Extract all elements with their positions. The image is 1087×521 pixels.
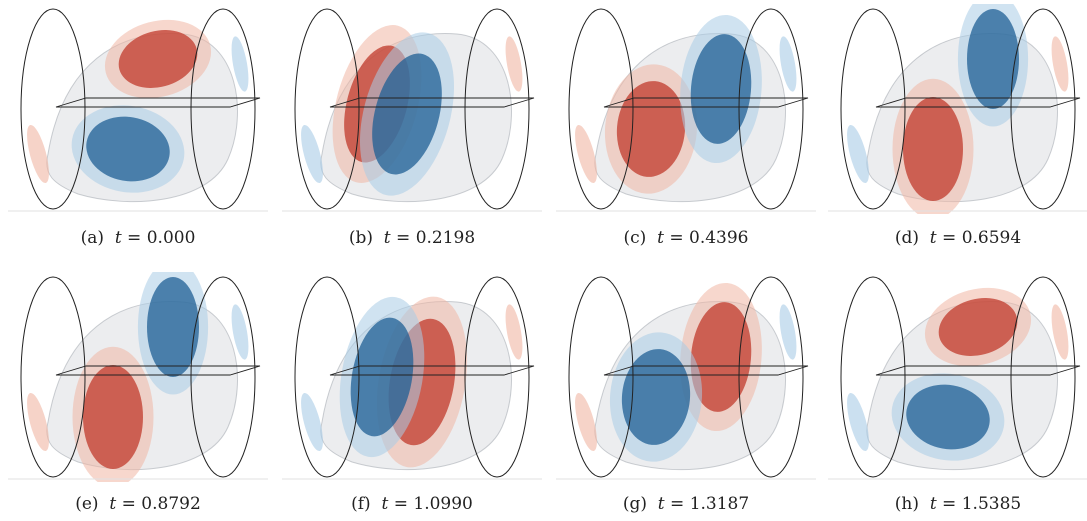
midplane xyxy=(603,365,809,376)
panel-e xyxy=(8,272,268,482)
vortex-tail xyxy=(1051,36,1069,92)
cylinder-end-right xyxy=(190,8,256,210)
positive-isosurface-core xyxy=(938,298,1018,356)
caption-label: (a) xyxy=(80,228,104,248)
panel-g xyxy=(556,272,816,482)
negative-isosurface-core xyxy=(967,9,1019,109)
cylinder-end-left xyxy=(840,8,906,210)
caption-label: (f) xyxy=(351,494,371,514)
vortex-tail xyxy=(27,392,49,452)
vortex-tail xyxy=(301,124,323,184)
midplane xyxy=(55,365,261,376)
vortex-tail xyxy=(575,124,597,184)
vortex-tail xyxy=(575,392,597,452)
caption-c: (c) t = 0.4396 xyxy=(623,228,749,248)
caption-variable: t xyxy=(657,494,665,514)
negative-isosurface-core xyxy=(372,53,442,175)
caption-value: 0.4396 xyxy=(689,228,749,248)
vortex-tail xyxy=(779,304,797,360)
caption-variable: t xyxy=(929,228,937,248)
panel-a xyxy=(8,4,268,214)
cylinder-end-left xyxy=(568,8,634,210)
caption-value: 1.0990 xyxy=(413,494,473,514)
vortex-tail xyxy=(847,124,869,184)
caption-h: (h) t = 1.5385 xyxy=(894,494,1022,514)
positive-isosurface-core xyxy=(903,97,963,201)
cylinder-end-left xyxy=(294,8,360,210)
caption-variable: t xyxy=(114,228,122,248)
vortex-tail xyxy=(231,304,249,360)
negative-isosurface-core xyxy=(147,277,199,377)
cylinder-end-right xyxy=(738,276,804,478)
negative-isosurface-core xyxy=(690,34,752,144)
caption-value: 1.3187 xyxy=(689,494,750,514)
cylinder-end-left xyxy=(568,276,634,478)
caption-value: 0.000 xyxy=(146,228,196,248)
caption-value: 0.8792 xyxy=(141,494,201,514)
panel-h xyxy=(828,272,1087,482)
caption-value: 0.6594 xyxy=(961,228,1022,248)
vortex-tail xyxy=(301,392,323,452)
negative-isosurface-core xyxy=(350,317,414,437)
caption-e: (e) t = 0.8792 xyxy=(75,494,201,514)
caption-variable: t xyxy=(383,228,391,248)
caption-variable: t xyxy=(381,494,389,514)
negative-isosurface-core xyxy=(86,116,170,182)
positive-isosurface-core xyxy=(118,30,198,88)
caption-variable: t xyxy=(929,494,937,514)
midplane xyxy=(55,97,261,108)
cylinder-end-left xyxy=(840,276,906,478)
cylinder-end-left xyxy=(20,276,86,478)
vortex-tail xyxy=(847,392,869,452)
midplane xyxy=(329,97,535,108)
cylinder-end-right xyxy=(464,276,530,478)
midplane xyxy=(875,365,1081,376)
cylinder-end-right xyxy=(190,276,256,478)
caption-f: (f) t = 1.0990 xyxy=(351,494,473,514)
caption-label: (c) xyxy=(623,228,647,248)
vortex-tail xyxy=(505,36,523,92)
cylinder-end-right xyxy=(1010,276,1076,478)
vortex-tail xyxy=(779,36,797,92)
panel-b xyxy=(282,4,542,214)
positive-isosurface-core xyxy=(83,365,143,469)
midplane xyxy=(329,365,535,376)
caption-label: (g) xyxy=(622,494,647,514)
cylinder-end-right xyxy=(738,8,804,210)
negative-isosurface-core xyxy=(906,384,990,450)
positive-isosurface-core xyxy=(690,302,752,412)
caption-value: 1.5385 xyxy=(961,494,1022,514)
caption-d: (d) t = 0.6594 xyxy=(894,228,1022,248)
caption-variable: t xyxy=(109,494,117,514)
vortex-tail xyxy=(1051,304,1069,360)
caption-label: (d) xyxy=(894,228,919,248)
caption-label: (e) xyxy=(75,494,99,514)
caption-a: (a) t = 0.000 xyxy=(80,228,196,248)
caption-value: 0.2198 xyxy=(415,228,476,248)
cylinder-end-left xyxy=(20,8,86,210)
panel-c xyxy=(556,4,816,214)
midplane xyxy=(875,97,1081,108)
panel-d xyxy=(828,4,1087,214)
caption-label: (b) xyxy=(348,228,373,248)
cylinder-end-right xyxy=(464,8,530,210)
panel-f xyxy=(282,272,542,482)
vortex-tail xyxy=(231,36,249,92)
vortex-tail xyxy=(505,304,523,360)
midplane xyxy=(603,97,809,108)
caption-b: (b) t = 0.2198 xyxy=(348,228,476,248)
positive-isosurface-core xyxy=(616,81,686,177)
cylinder-end-right xyxy=(1010,8,1076,210)
cylinder-end-left xyxy=(294,276,360,478)
caption-g: (g) t = 1.3187 xyxy=(622,494,750,514)
negative-isosurface-core xyxy=(621,349,691,445)
caption-label: (h) xyxy=(894,494,919,514)
vortex-tail xyxy=(27,124,49,184)
caption-variable: t xyxy=(657,228,664,248)
